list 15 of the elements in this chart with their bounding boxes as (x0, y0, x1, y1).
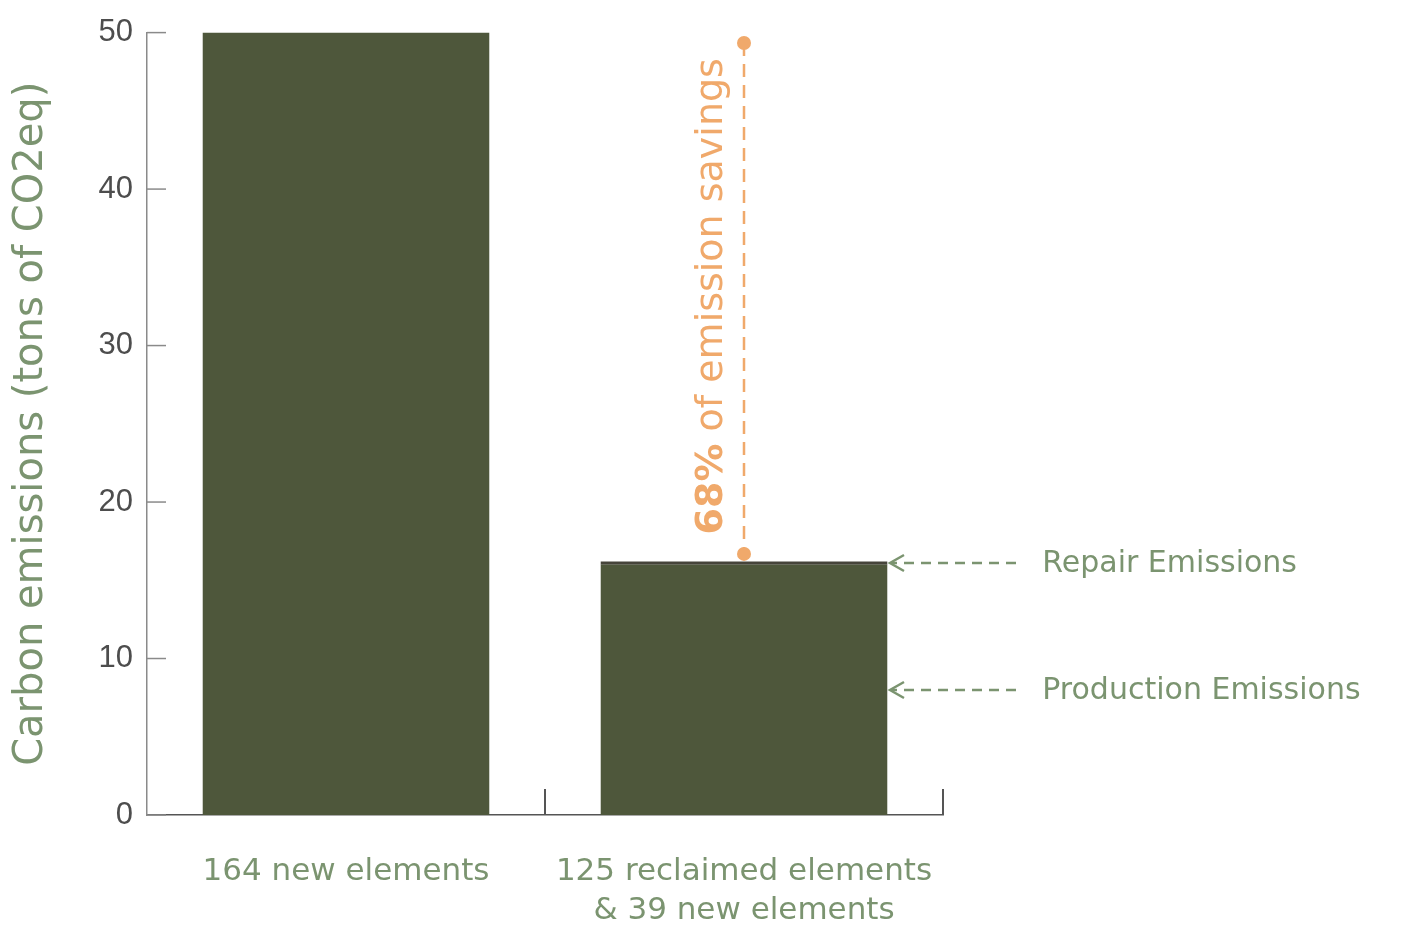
x-tick-label: 164 new elements (202, 851, 490, 888)
text: Repair Emissions (1042, 543, 1297, 579)
y-tick-label: 30 (98, 326, 133, 362)
y-tick-label: 0 (115, 795, 133, 831)
y-axis-title: Carbon emissions (tons of CO2eq) (5, 81, 52, 766)
bar (600, 561, 888, 565)
x-tick-label: 125 reclaimed elements & 39 new elements (555, 851, 933, 925)
y-tick-label: 20 (98, 482, 133, 518)
text: Production Emissions (1042, 670, 1361, 706)
y-tick-label: 50 (98, 13, 133, 49)
bar (202, 32, 490, 815)
annotation: 68% of emission savings (687, 58, 731, 535)
y-tick-label: 40 (98, 169, 133, 205)
y-tick-label: 10 (98, 639, 133, 675)
bar (600, 564, 888, 815)
